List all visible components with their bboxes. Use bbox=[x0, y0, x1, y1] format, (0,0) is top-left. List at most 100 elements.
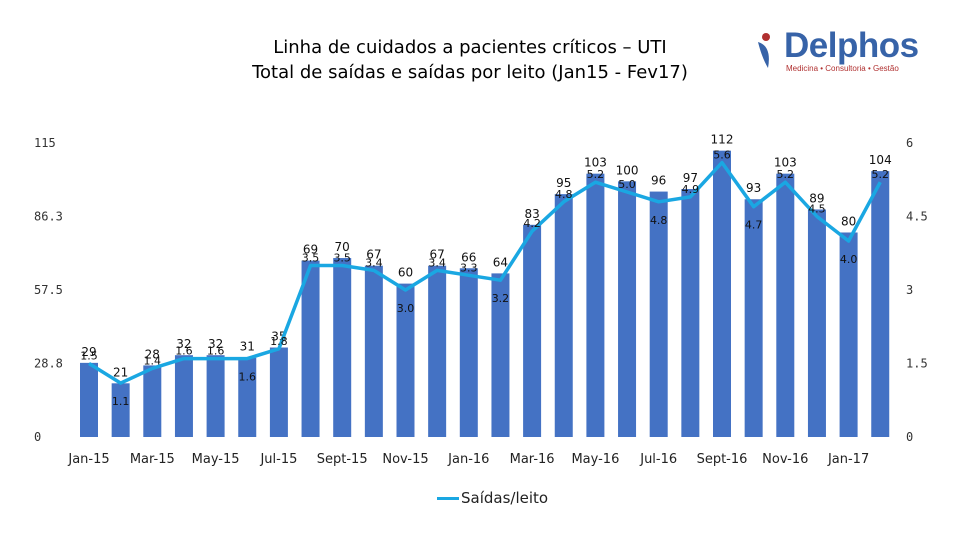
bar-value-label: 95 bbox=[556, 176, 571, 190]
legend: Saídas/leito bbox=[437, 487, 548, 509]
x-axis-tick: Mar-16 bbox=[510, 452, 555, 467]
bar-value-label: 93 bbox=[746, 181, 761, 195]
x-axis-tick: Nov-15 bbox=[382, 452, 428, 467]
right-axis-tick: 3 bbox=[906, 283, 913, 297]
line-value-label: 1.6 bbox=[207, 345, 225, 358]
bar-value-label: 21 bbox=[113, 365, 128, 379]
bar bbox=[396, 283, 415, 437]
line-value-label: 3.5 bbox=[302, 252, 320, 265]
line-value-label: 3.4 bbox=[365, 256, 383, 269]
line-value-label: 5.2 bbox=[587, 168, 605, 181]
x-axis-tick: Sept-16 bbox=[697, 452, 748, 467]
bar bbox=[80, 362, 98, 437]
bar bbox=[206, 355, 225, 437]
bar bbox=[238, 357, 257, 437]
bar-value-label: 28 bbox=[145, 347, 160, 361]
logo-tagline: Medicina • Consultoria • Gestão bbox=[786, 64, 899, 73]
legend-label: Saídas/leito bbox=[461, 489, 549, 507]
bar-value-label: 100 bbox=[616, 163, 639, 177]
line-value-label: 1.6 bbox=[239, 371, 257, 384]
delphos-logo-icon bbox=[758, 33, 770, 68]
bar bbox=[333, 258, 352, 437]
bar bbox=[554, 194, 573, 437]
bar-value-label: 32 bbox=[208, 337, 223, 351]
right-axis-tick: 1.5 bbox=[906, 357, 928, 371]
right-axis-tick: 0 bbox=[906, 430, 913, 444]
x-axis-tick: Jan-15 bbox=[67, 452, 109, 467]
bar-value-label: 80 bbox=[841, 214, 856, 228]
bar bbox=[744, 199, 763, 437]
bar bbox=[713, 150, 731, 438]
bar-value-label: 97 bbox=[683, 171, 698, 185]
line-value-label: 3.0 bbox=[397, 302, 415, 315]
line-value-label: 4.8 bbox=[650, 214, 668, 227]
delphos-logo: Delphos Medicina • Consultoria • Gestão bbox=[750, 26, 930, 76]
bar bbox=[871, 171, 890, 437]
bar-value-label: 112 bbox=[711, 133, 734, 147]
left-axis-tick: 0 bbox=[34, 430, 41, 444]
bar bbox=[681, 189, 700, 437]
bar-value-label: 60 bbox=[398, 266, 413, 280]
bar-value-label: 89 bbox=[809, 191, 824, 205]
saidas-por-leito-line bbox=[88, 160, 882, 385]
bar-value-label: 66 bbox=[461, 250, 476, 264]
bar-value-label: 64 bbox=[493, 255, 508, 269]
chart-subtitle: Total de saídas e saídas por leito (Jan1… bbox=[252, 62, 688, 83]
x-axis-tick: Jul-15 bbox=[259, 452, 297, 467]
right-axis-tick: 4.5 bbox=[906, 210, 928, 224]
x-axis-labels: Jan-15 Mar-15 May-15 Jul-15 Sept-15 Nov-15 Jan… bbox=[67, 452, 869, 467]
line-series bbox=[88, 160, 882, 385]
bar bbox=[364, 265, 383, 437]
bar-value-label: 67 bbox=[366, 248, 381, 262]
x-axis-tick: Sept-15 bbox=[317, 452, 368, 467]
bar-value-label: 70 bbox=[335, 240, 350, 254]
line-value-label: 4.9 bbox=[682, 183, 700, 196]
bar-value-label: 96 bbox=[651, 174, 666, 188]
bar-value-label: 31 bbox=[240, 340, 255, 354]
bar bbox=[523, 224, 542, 437]
line-value-label: 4.0 bbox=[840, 253, 858, 266]
bar bbox=[111, 383, 130, 437]
chart-title: Linha de cuidados a pacientes críticos –… bbox=[273, 37, 667, 58]
line-value-label: 5.2 bbox=[872, 168, 890, 181]
logo-wordmark: Delphos bbox=[784, 26, 919, 65]
x-axis-tick: Jan-16 bbox=[447, 452, 489, 467]
bar bbox=[776, 173, 795, 437]
x-axis-tick: May-16 bbox=[571, 452, 619, 467]
line-value-label: 4.5 bbox=[808, 203, 826, 216]
bar bbox=[143, 365, 162, 437]
x-axis-tick: Jul-16 bbox=[639, 452, 677, 467]
line-value-label: 4.7 bbox=[745, 219, 763, 232]
line-value-label: 1.8 bbox=[270, 335, 288, 348]
bar bbox=[301, 260, 320, 437]
right-axis: 0 1.5 3 4.5 6 bbox=[906, 136, 928, 444]
x-axis-tick: Nov-16 bbox=[762, 452, 808, 467]
line-value-label: 1.1 bbox=[112, 395, 130, 408]
line-value-label: 1.4 bbox=[144, 354, 162, 367]
bar-series bbox=[80, 150, 890, 438]
left-axis: 0 28.8 57.5 86.3 115 bbox=[34, 136, 63, 444]
bar bbox=[618, 181, 637, 437]
line-value-label: 3.3 bbox=[460, 261, 478, 274]
bar bbox=[491, 273, 510, 437]
x-axis-tick: Jan-17 bbox=[827, 452, 869, 467]
bar-value-label: 103 bbox=[774, 156, 797, 170]
right-axis-tick: 6 bbox=[906, 136, 913, 150]
bar-value-label: 104 bbox=[869, 153, 892, 167]
bar bbox=[428, 265, 447, 437]
bar bbox=[174, 355, 193, 437]
line-labels: 1.5 1.1 1.4 1.6 1.6 1.6 1.8 3.5 3.5 3.4 3.0 3.4 3.3 3… bbox=[80, 149, 889, 409]
bar-value-label: 69 bbox=[303, 243, 318, 257]
line-value-label: 5.6 bbox=[713, 149, 731, 162]
line-value-label: 3.2 bbox=[492, 292, 510, 305]
bar bbox=[459, 268, 478, 437]
bar bbox=[839, 232, 858, 437]
left-axis-tick: 28.8 bbox=[34, 357, 63, 371]
line-value-label: 4.2 bbox=[523, 217, 541, 230]
left-axis-tick: 86.3 bbox=[34, 210, 63, 224]
bar-value-label: 32 bbox=[176, 337, 191, 351]
left-axis-tick: 57.5 bbox=[34, 283, 63, 297]
line-value-label: 3.5 bbox=[333, 252, 351, 265]
